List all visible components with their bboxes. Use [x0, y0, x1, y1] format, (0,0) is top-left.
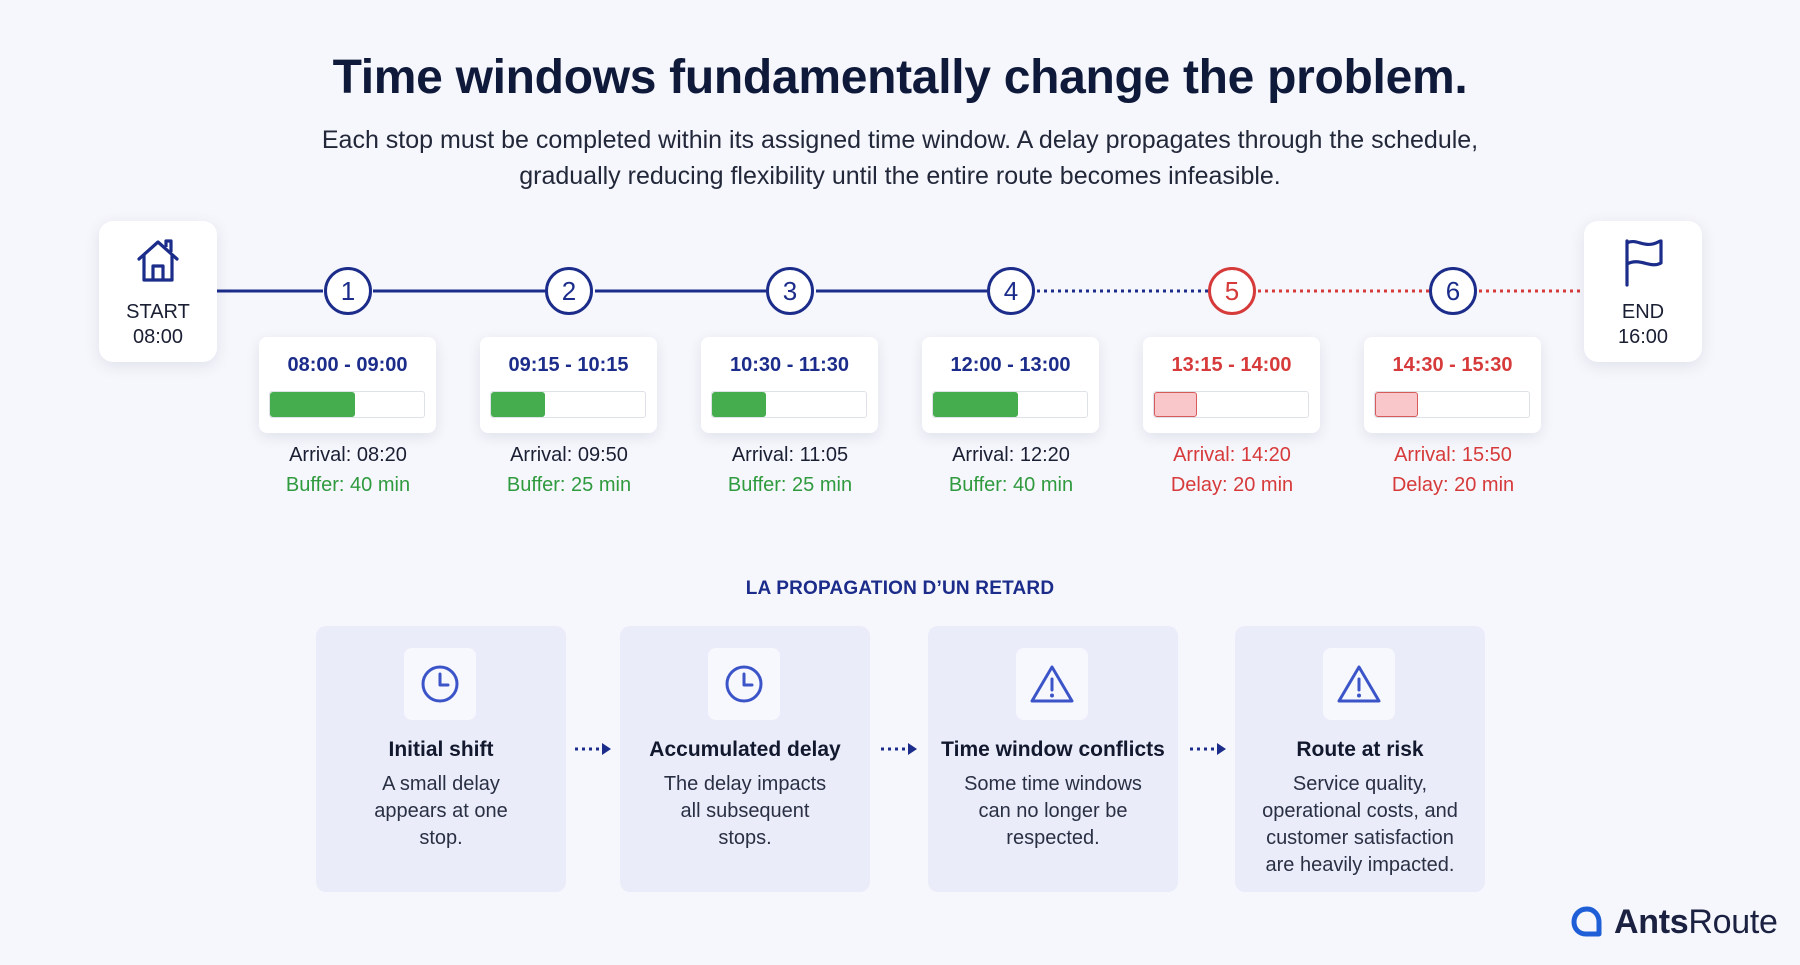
- start-time: 08:00: [132, 326, 184, 348]
- stop-node-2: 2: [545, 267, 593, 315]
- step-desc-line: are heavily impacted.: [1265, 854, 1455, 876]
- dotted-arrow-icon: [575, 743, 611, 755]
- step-description: A small delay appears at one stop.: [328, 771, 554, 852]
- buffer-text-4: Buffer: 40 min: [948, 474, 1074, 496]
- step-title: Route at risk: [1296, 738, 1424, 761]
- step-description: Service quality, operational costs, and …: [1247, 771, 1473, 879]
- time-window-fill: [1375, 392, 1419, 417]
- step-desc-line: operational costs, and: [1262, 800, 1458, 822]
- step-desc-line: Service quality,: [1292, 773, 1428, 795]
- brand-name: AntsRoute: [1614, 903, 1778, 942]
- step-desc-line: Some time windows: [964, 773, 1142, 795]
- step-description: Some time windows can no longer be respe…: [940, 771, 1166, 852]
- step-card-initial-shift: Initial shift A small delay appears at o…: [316, 626, 566, 892]
- time-window-range: 10:30 - 11:30: [730, 354, 849, 376]
- delay-text-6: Delay: 20 min: [1391, 474, 1515, 496]
- stop-node-5: 5: [1208, 267, 1256, 315]
- step-desc-line: respected.: [1006, 827, 1100, 849]
- arrival-text-2: Arrival: 09:50: [510, 444, 628, 466]
- step-icon-box: [1323, 648, 1395, 720]
- delay-text-5: Delay: 20 min: [1170, 474, 1294, 496]
- buffer-text-3: Buffer: 25 min: [727, 474, 853, 496]
- time-window-bar: [269, 391, 425, 418]
- time-window-bar: [1374, 391, 1530, 418]
- buffer-text-2: Buffer: 25 min: [506, 474, 632, 496]
- step-desc-line: can no longer be: [978, 800, 1128, 822]
- end-time: 16:00: [1617, 326, 1669, 348]
- step-title: Time window conflicts: [941, 738, 1165, 761]
- buffer-text-1: Buffer: 40 min: [285, 474, 411, 496]
- dotted-arrow-icon: [881, 743, 917, 755]
- clock-icon: [421, 665, 459, 703]
- time-window-range: 13:15 - 14:00: [1171, 354, 1292, 376]
- step-desc-line: A small delay: [382, 773, 500, 795]
- stop-node-6: 6: [1429, 267, 1477, 315]
- step-description: The delay impacts all subsequent stops.: [632, 771, 858, 852]
- step-title: Accumulated delay: [649, 738, 841, 761]
- stop-node-3: 3: [766, 267, 814, 315]
- section-title: LA PROPAGATION D’UN RETARD: [745, 578, 1055, 599]
- arrival-text-3: Arrival: 11:05: [731, 444, 849, 466]
- step-desc-line: appears at one: [374, 800, 508, 822]
- subtitle-line-1: Each stop must be completed within its a…: [321, 126, 1479, 154]
- brand-name-light: Route: [1688, 902, 1778, 941]
- time-window-card-3: 10:30 - 11:30: [701, 337, 878, 433]
- time-window-card-5: 13:15 - 14:00: [1143, 337, 1320, 433]
- time-window-fill: [270, 392, 355, 417]
- stop-node-4: 4: [987, 267, 1035, 315]
- time-window-card-2: 09:15 - 10:15: [480, 337, 657, 433]
- step-desc-line: customer satisfaction: [1266, 827, 1454, 849]
- warning-icon: [1030, 665, 1074, 703]
- time-window-card-1: 08:00 - 09:00: [259, 337, 436, 433]
- time-window-fill: [712, 392, 766, 417]
- step-title: Initial shift: [388, 738, 494, 761]
- clock-icon: [725, 665, 763, 703]
- arrival-text-6: Arrival: 15:50: [1394, 444, 1512, 466]
- time-window-bar: [1153, 391, 1309, 418]
- stop-node-1: 1: [324, 267, 372, 315]
- end-endpoint: END 16:00: [1584, 221, 1702, 362]
- arrival-text-5: Arrival: 14:20: [1173, 444, 1291, 466]
- step-icon-box: [404, 648, 476, 720]
- page-subtitle: Each stop must be completed within its a…: [250, 122, 1550, 194]
- antsroute-logo: AntsRoute: [1570, 902, 1778, 942]
- warning-icon: [1337, 665, 1381, 703]
- step-desc-line: stops.: [718, 827, 772, 849]
- time-window-range: 09:15 - 10:15: [508, 354, 629, 376]
- step-icon-box: [1016, 648, 1088, 720]
- start-label: START: [126, 301, 190, 323]
- step-card-accumulated-delay: Accumulated delay The delay impacts all …: [620, 626, 870, 892]
- time-window-fill: [933, 392, 1018, 417]
- step-card-time-window-conflicts: Time window conflicts Some time windows …: [928, 626, 1178, 892]
- dotted-arrow-icon: [1190, 743, 1226, 755]
- step-desc-line: The delay impacts: [663, 773, 827, 795]
- step-desc-line: stop.: [419, 827, 463, 849]
- end-label: END: [1621, 301, 1665, 323]
- home-icon: [137, 239, 179, 282]
- time-window-fill: [491, 392, 545, 417]
- step-card-route-at-risk: Route at risk Service quality, operation…: [1235, 626, 1485, 892]
- start-endpoint: START 08:00: [99, 221, 217, 362]
- time-window-card-4: 12:00 - 13:00: [922, 337, 1099, 433]
- step-icon-box: [708, 648, 780, 720]
- time-window-fill: [1154, 392, 1198, 417]
- time-window-card-6: 14:30 - 15:30: [1364, 337, 1541, 433]
- time-window-bar: [711, 391, 867, 418]
- time-window-range: 08:00 - 09:00: [287, 354, 408, 376]
- brand-name-bold: Ants: [1614, 902, 1689, 941]
- arrival-text-1: Arrival: 08:20: [289, 444, 407, 466]
- page-title: Time windows fundamentally change the pr…: [332, 51, 1468, 104]
- time-window-bar: [490, 391, 646, 418]
- antsroute-logo-icon: [1571, 906, 1602, 937]
- arrival-text-4: Arrival: 12:20: [952, 444, 1070, 466]
- flag-icon: [1625, 239, 1663, 287]
- time-window-range: 14:30 - 15:30: [1392, 354, 1513, 376]
- time-window-range: 12:00 - 13:00: [950, 354, 1071, 376]
- time-window-bar: [932, 391, 1088, 418]
- step-desc-line: all subsequent: [680, 800, 810, 822]
- subtitle-line-2: gradually reducing flexibility until the…: [519, 162, 1281, 190]
